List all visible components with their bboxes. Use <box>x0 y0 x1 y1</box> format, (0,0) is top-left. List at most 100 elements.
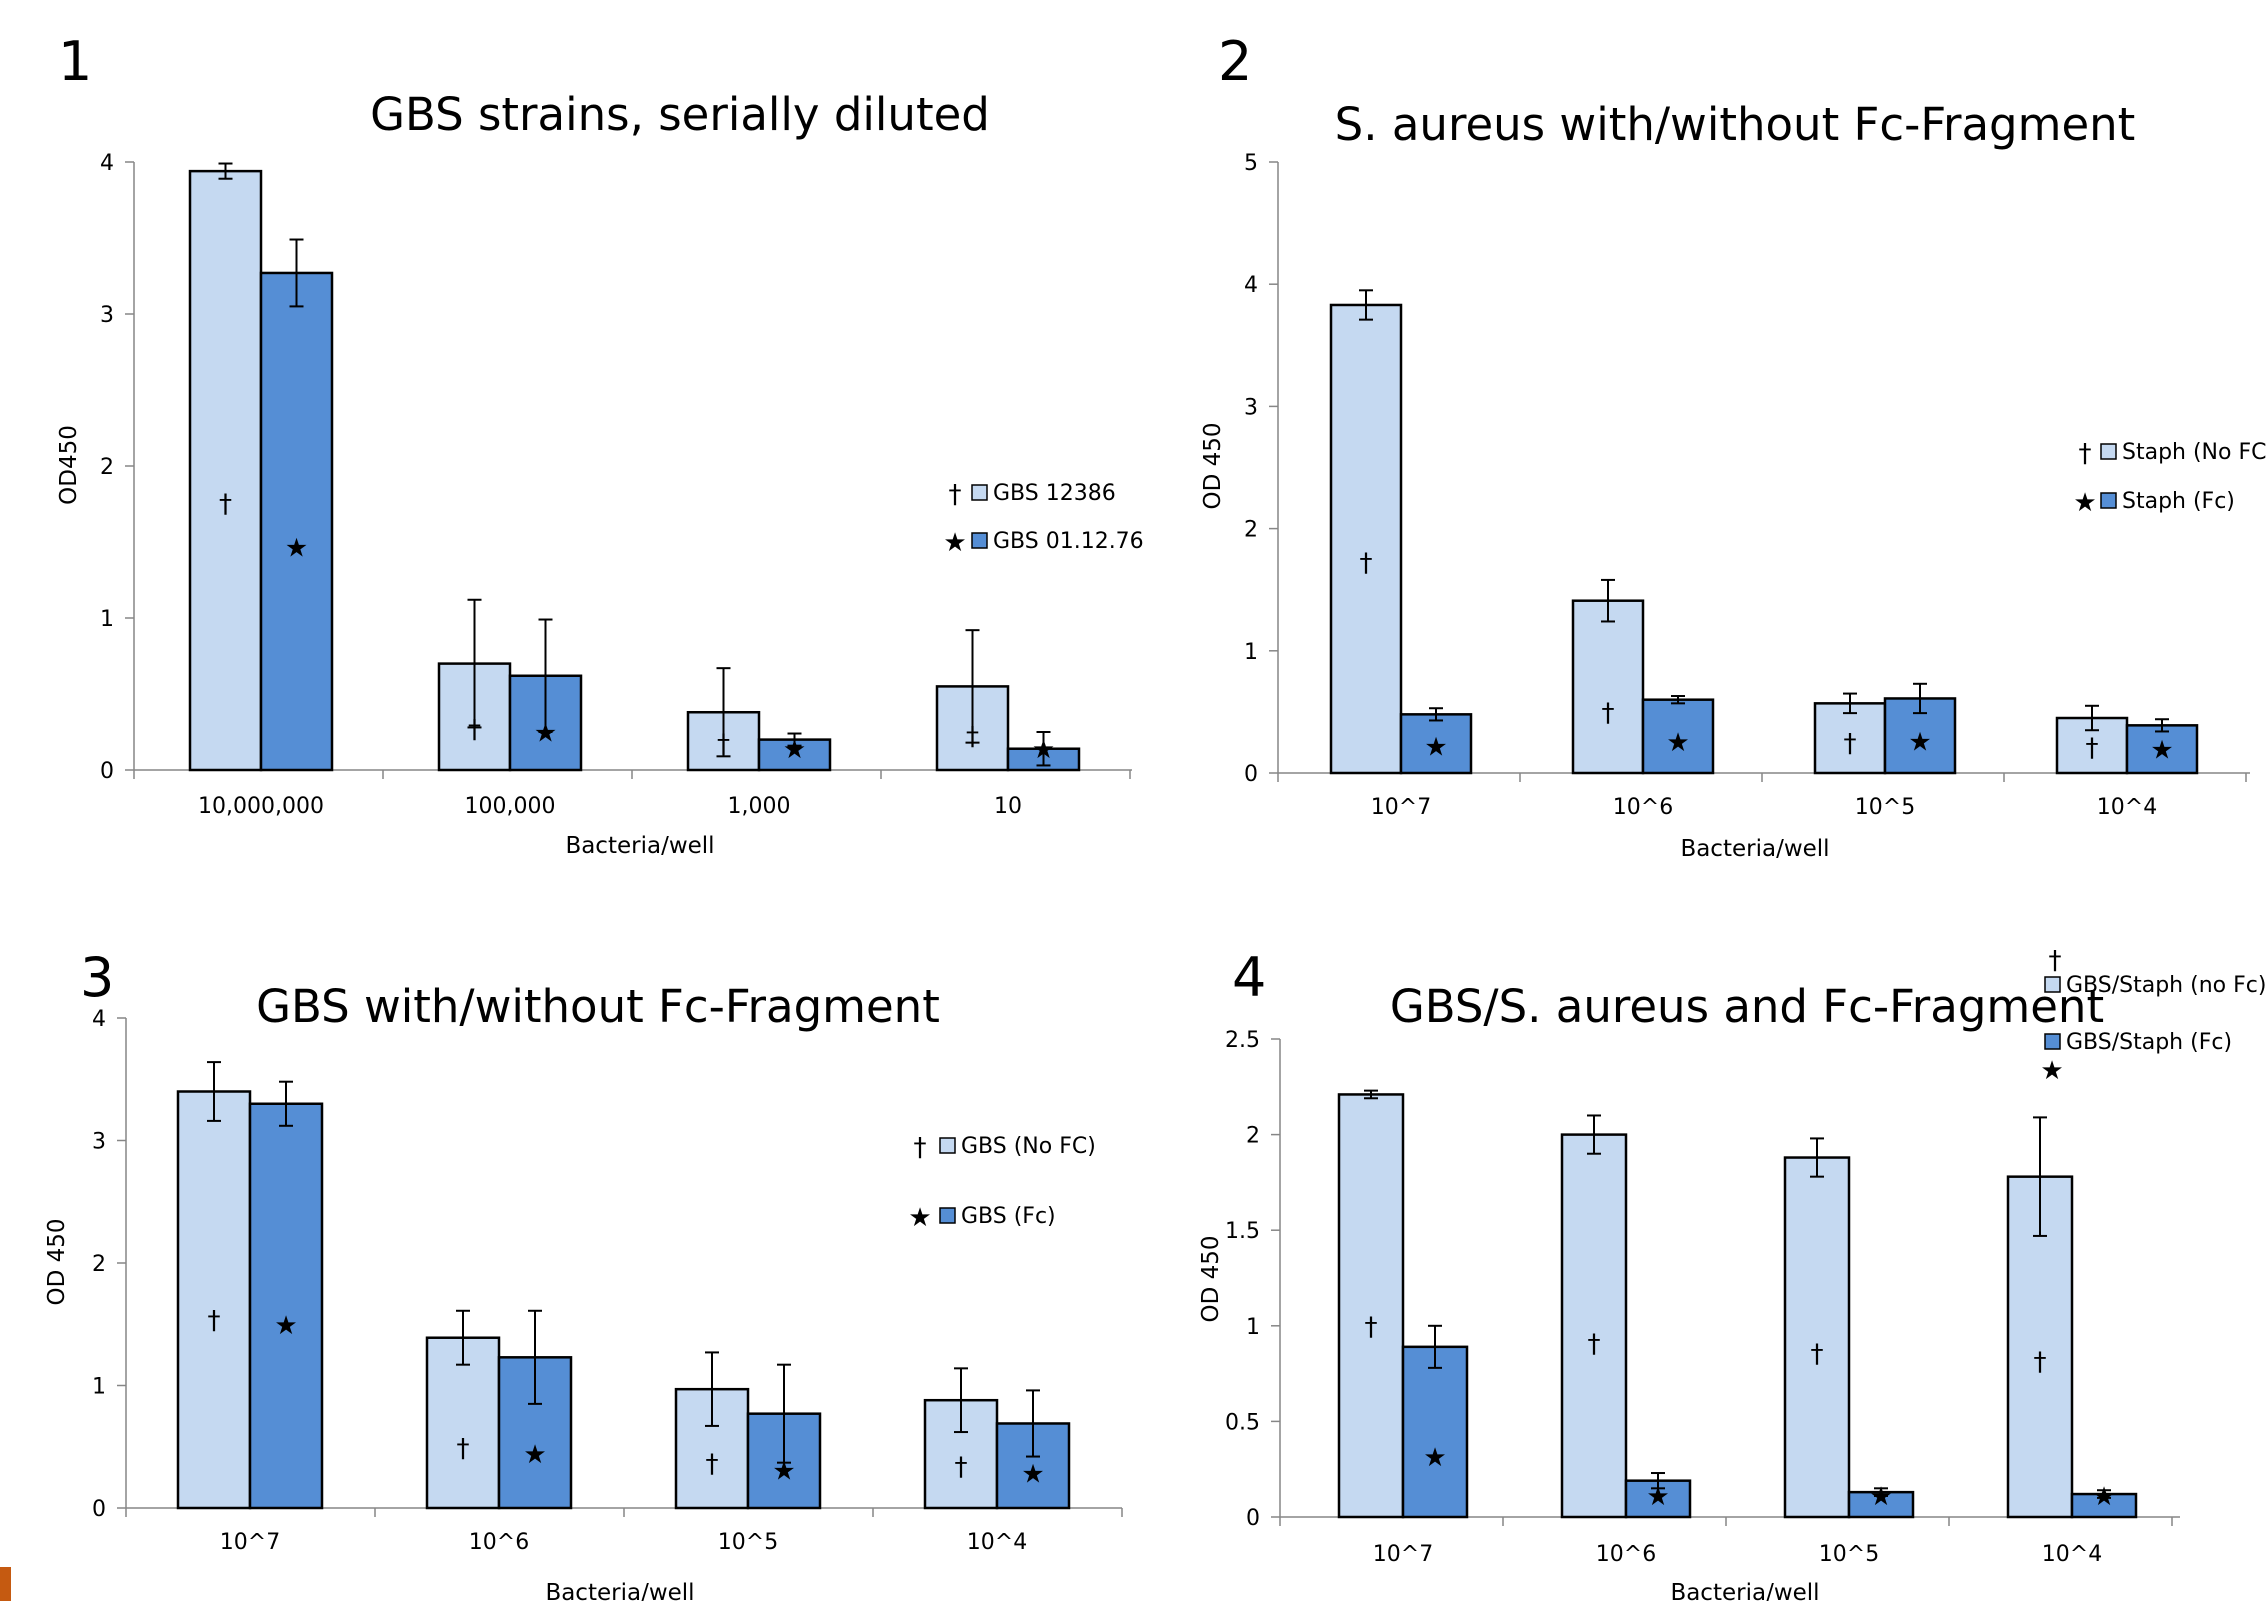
dagger-marker: † <box>457 1434 470 1464</box>
legend-label: Staph (No FC) <box>2122 440 2268 465</box>
x-tick-label: 10^4 <box>967 1530 1027 1555</box>
x-tick-label: 10^7 <box>1371 795 1431 820</box>
star-marker: ★ <box>274 1311 297 1341</box>
y-tick-label: 1 <box>1244 640 1258 665</box>
legend: † Staph (No FC) ★ Staph (Fc) <box>2073 439 2268 518</box>
legend: †GBS/Staph (no Fc) ★GBS/Staph (Fc) <box>2040 946 2266 1086</box>
dagger-marker: † <box>468 715 481 745</box>
bar-series1 <box>1560 1133 1628 1519</box>
star-marker: ★ <box>772 1457 795 1487</box>
x-tick-label: 10^4 <box>2042 1542 2102 1567</box>
dagger-marker: † <box>706 1449 719 1479</box>
legend-swatch <box>2044 1033 2061 1050</box>
x-tick-label: 1,000 <box>728 794 791 819</box>
legend-label: GBS (No FC) <box>961 1134 1096 1159</box>
x-tick-label: 10^7 <box>220 1530 280 1555</box>
legend-label: Staph (Fc) <box>2122 489 2235 514</box>
y-tick-label: 4 <box>92 1007 106 1032</box>
y-tick-label: 1 <box>100 607 114 632</box>
x-tick-label: 10^6 <box>1613 795 1673 820</box>
y-tick-label: 0 <box>100 759 114 784</box>
star-marker: ★ <box>1021 1460 1044 1490</box>
legend-marker: † <box>949 480 962 510</box>
dagger-marker: † <box>1360 549 1373 579</box>
legend-marker: ★ <box>2073 488 2096 518</box>
y-tick-label: 1 <box>1246 1315 1260 1340</box>
chart-title: GBS strains, serially diluted <box>370 88 990 141</box>
legend-marker: ★ <box>2040 1056 2063 1086</box>
legend-swatch <box>2100 492 2117 509</box>
star-marker: ★ <box>1908 728 1931 758</box>
chart-title: GBS with/without Fc-Fragment <box>256 980 940 1033</box>
star-marker: ★ <box>1666 728 1689 758</box>
y-tick-label: 1 <box>92 1375 106 1400</box>
y-axis-label: OD 450 <box>44 1218 70 1305</box>
panel-number: 3 <box>80 946 114 1009</box>
panel-number: 4 <box>1232 946 1266 1009</box>
y-tick-label: 2.5 <box>1225 1028 1260 1053</box>
y-tick-label: 2 <box>1246 1124 1260 1149</box>
legend-swatch <box>939 1137 956 1154</box>
x-axis-label: Bacteria/well <box>1680 836 1829 862</box>
y-tick-label: 0 <box>1244 762 1258 787</box>
legend: † GBS (No FC) ★ GBS (Fc) <box>908 1133 1095 1233</box>
legend-swatch <box>2044 976 2061 993</box>
star-marker: ★ <box>1424 732 1447 762</box>
x-tick-label: 100,000 <box>465 794 556 819</box>
legend-swatch <box>2100 443 2117 460</box>
y-tick-label: 1.5 <box>1225 1219 1260 1244</box>
dagger-marker: † <box>717 730 730 760</box>
bar-series1 <box>1329 303 1403 775</box>
legend-label: GBS 12386 <box>993 481 1116 506</box>
bar-series1 <box>1337 1093 1405 1519</box>
legend-label: GBS/Staph (no Fc) <box>2066 973 2266 998</box>
y-tick-label: 0 <box>92 1497 106 1522</box>
y-axis-label: OD 450 <box>1198 1235 1224 1322</box>
chart-panel-2: 2 S. aureus with/without Fc-Fragment 0 1 2 3 4… <box>1200 30 2268 862</box>
bar-series1 <box>1783 1156 1851 1519</box>
bar-series2 <box>259 271 334 772</box>
x-tick-label: 10^5 <box>1855 795 1915 820</box>
legend-marker: † <box>2079 439 2092 469</box>
x-tick-label: 10^4 <box>2097 795 2157 820</box>
legend-marker: ★ <box>943 528 966 558</box>
dagger-marker: † <box>219 489 232 519</box>
star-marker: ★ <box>2092 1482 2115 1512</box>
chart-panel-4: 4 GBS/S. aureus and Fc-Fragment 0 0.5 1 1.5 2 2… <box>1198 946 2266 1601</box>
star-marker: ★ <box>534 719 557 749</box>
dagger-marker: † <box>1588 1330 1601 1360</box>
x-axis-label: Bacteria/well <box>1670 1580 1819 1601</box>
star-marker: ★ <box>2150 736 2173 766</box>
star-marker: ★ <box>1032 735 1055 765</box>
x-tick-label: 10^6 <box>1596 1542 1656 1567</box>
bar-series2 <box>248 1102 324 1510</box>
bar-series2 <box>1847 1490 1915 1519</box>
dagger-marker: † <box>2034 1348 2047 1378</box>
panel-number: 1 <box>58 30 92 93</box>
dagger-marker: † <box>1602 698 1615 728</box>
slide-accent-bar <box>0 1567 11 1601</box>
chart-panel-1: 1 GBS strains, serially diluted 0 1 2 3 4 10,00… <box>56 30 1144 859</box>
x-tick-label: 10^5 <box>1819 1542 1879 1567</box>
x-tick-label: 10^6 <box>469 1530 529 1555</box>
dagger-marker: † <box>1811 1339 1824 1369</box>
x-axis-label: Bacteria/well <box>545 1580 694 1601</box>
x-tick-label: 10 <box>994 794 1022 819</box>
y-tick-label: 2 <box>1244 518 1258 543</box>
dagger-marker: † <box>2086 734 2099 764</box>
chart-title: GBS/S. aureus and Fc-Fragment <box>1390 980 2104 1033</box>
legend-label: GBS/Staph (Fc) <box>2066 1030 2232 1055</box>
star-marker: ★ <box>1869 1482 1892 1512</box>
bar-series2 <box>1401 1345 1469 1519</box>
legend-swatch <box>939 1207 956 1224</box>
y-tick-label: 0 <box>1246 1506 1260 1531</box>
star-marker: ★ <box>285 533 308 563</box>
legend-swatch <box>971 484 988 501</box>
bar-series1 <box>188 169 263 772</box>
y-axis-label: OD450 <box>56 425 82 505</box>
y-tick-label: 4 <box>1244 273 1258 298</box>
legend-marker: ★ <box>908 1203 931 1233</box>
legend-marker: † <box>2049 946 2062 976</box>
